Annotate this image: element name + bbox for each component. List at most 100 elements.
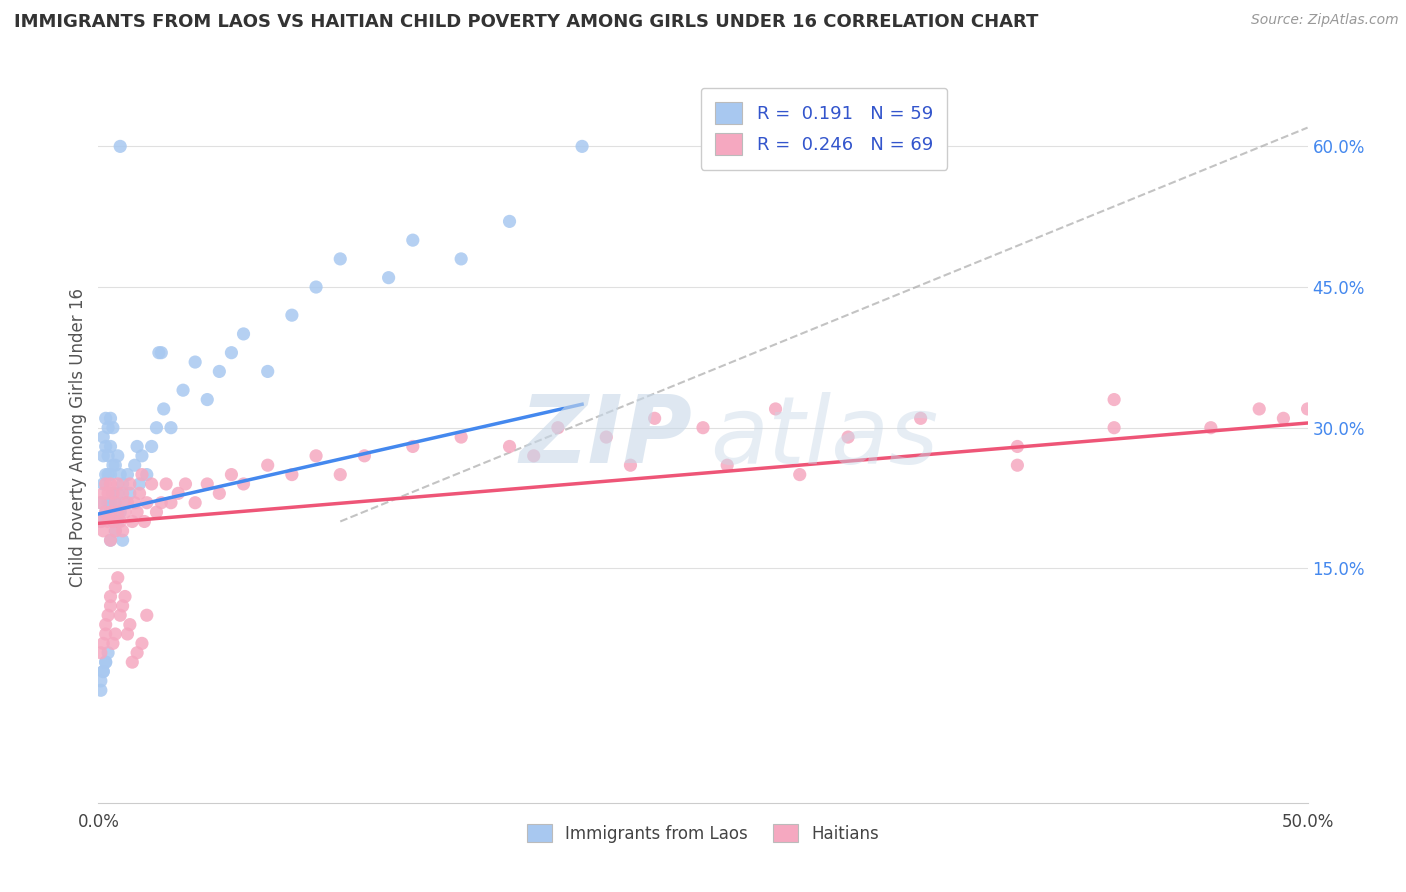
- Point: [305, 449, 328, 463]
- Point: [101, 515, 124, 529]
- Point: [111, 486, 134, 500]
- Point: [97, 646, 120, 660]
- Point: [232, 326, 254, 341]
- Point: [94, 505, 117, 519]
- Point: [281, 467, 304, 482]
- Point: [160, 496, 183, 510]
- Point: [94, 467, 117, 482]
- Point: [124, 458, 146, 473]
- Point: [1249, 401, 1271, 416]
- Point: [91, 636, 114, 650]
- Point: [498, 440, 520, 454]
- Point: [94, 627, 117, 641]
- Point: [100, 496, 122, 510]
- Point: [145, 420, 167, 434]
- Point: [100, 590, 122, 604]
- Point: [114, 505, 136, 519]
- Point: [353, 449, 375, 463]
- Point: [94, 411, 117, 425]
- Point: [135, 608, 157, 623]
- Point: [329, 252, 352, 266]
- Point: [100, 411, 122, 425]
- Point: [100, 467, 122, 482]
- Point: [1007, 458, 1029, 473]
- Point: [100, 477, 122, 491]
- Point: [135, 496, 157, 510]
- Point: [100, 533, 122, 548]
- Point: [104, 524, 127, 538]
- Point: [127, 646, 149, 660]
- Point: [765, 401, 787, 416]
- Point: [101, 486, 124, 500]
- Point: [107, 571, 129, 585]
- Point: [1199, 420, 1222, 434]
- Point: [281, 308, 304, 322]
- Point: [128, 486, 150, 500]
- Point: [100, 533, 122, 548]
- Point: [118, 617, 141, 632]
- Point: [135, 467, 157, 482]
- Point: [104, 524, 127, 538]
- Point: [910, 411, 932, 425]
- Point: [90, 515, 112, 529]
- Point: [111, 524, 134, 538]
- Point: [97, 486, 120, 500]
- Point: [145, 505, 167, 519]
- Point: [101, 420, 124, 434]
- Point: [377, 270, 399, 285]
- Point: [101, 486, 124, 500]
- Point: [692, 420, 714, 434]
- Point: [107, 515, 129, 529]
- Point: [1102, 420, 1125, 434]
- Point: [450, 430, 472, 444]
- Point: [100, 440, 122, 454]
- Point: [100, 599, 122, 613]
- Point: [141, 440, 163, 454]
- Point: [90, 496, 112, 510]
- Point: [107, 477, 129, 491]
- Point: [208, 486, 231, 500]
- Point: [134, 515, 156, 529]
- Point: [90, 683, 112, 698]
- Point: [402, 233, 425, 247]
- Point: [571, 139, 593, 153]
- Point: [90, 496, 112, 510]
- Point: [128, 477, 150, 491]
- Point: [121, 515, 143, 529]
- Point: [97, 515, 120, 529]
- Point: [167, 486, 190, 500]
- Point: [184, 355, 207, 369]
- Point: [547, 420, 569, 434]
- Point: [195, 392, 218, 407]
- Point: [155, 477, 177, 491]
- Point: [97, 467, 120, 482]
- Point: [104, 627, 127, 641]
- Point: [111, 477, 134, 491]
- Point: [595, 430, 617, 444]
- Point: [221, 467, 243, 482]
- Point: [124, 496, 146, 510]
- Point: [221, 345, 243, 359]
- Point: [111, 599, 134, 613]
- Point: [97, 420, 120, 434]
- Point: [160, 420, 183, 434]
- Point: [101, 636, 124, 650]
- Point: [94, 440, 117, 454]
- Point: [117, 627, 139, 641]
- Point: [94, 617, 117, 632]
- Point: [152, 401, 174, 416]
- Point: [837, 430, 859, 444]
- Point: [101, 515, 124, 529]
- Legend: Immigrants from Laos, Haitians: Immigrants from Laos, Haitians: [520, 818, 886, 849]
- Point: [619, 458, 641, 473]
- Point: [111, 533, 134, 548]
- Point: [114, 496, 136, 510]
- Point: [107, 486, 129, 500]
- Point: [450, 252, 472, 266]
- Point: [108, 139, 131, 153]
- Point: [174, 477, 197, 491]
- Point: [131, 636, 153, 650]
- Point: [1296, 401, 1319, 416]
- Point: [104, 496, 127, 510]
- Point: [114, 590, 136, 604]
